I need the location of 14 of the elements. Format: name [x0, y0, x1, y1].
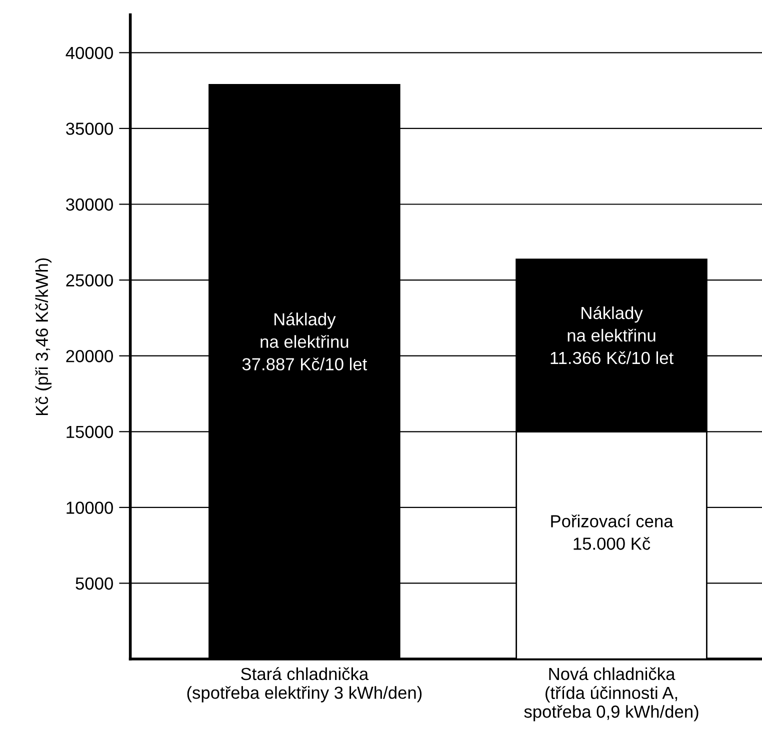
- y-tick-label: 5000: [76, 577, 113, 590]
- y-tick-label: 30000: [66, 198, 113, 211]
- annotation: Náklady na elektřinu 11.366 Kč/10 let: [550, 306, 674, 364]
- y-tick-label: 25000: [66, 274, 113, 287]
- x-tick-label: Stará chladnička (spotřeba elektřiny 3 kWh/den): [187, 667, 422, 702]
- y-tick-label: 40000: [66, 46, 113, 60]
- y-tick-label: 35000: [66, 122, 113, 135]
- y-tick-label: 20000: [66, 350, 113, 362]
- annotation: Pořizovací cena 15.000 Kč: [551, 514, 674, 550]
- y-axis-title: Kč (při 3,46 Kč/kWh): [35, 258, 52, 416]
- x-tick-label: Nová chladnička (třída účinnosti A, spotřeba 0,9 kWh/den): [524, 667, 698, 722]
- y-tick-label: 15000: [66, 426, 113, 438]
- annotation: Náklady na elektřinu 37.887 Kč/10 let: [242, 312, 368, 370]
- y-tick-label: 10000: [66, 502, 113, 514]
